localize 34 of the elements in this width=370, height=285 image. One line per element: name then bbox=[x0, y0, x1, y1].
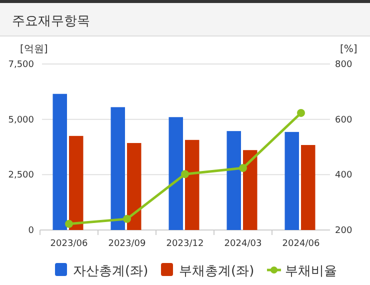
bar bbox=[127, 143, 142, 230]
legend-label: 자산총계(좌) bbox=[73, 264, 148, 279]
y-tick-label: 7,500 bbox=[8, 60, 34, 70]
legend-label: 부채총계(좌) bbox=[179, 264, 254, 279]
x-tick-label: 2024/03 bbox=[224, 239, 262, 249]
bar bbox=[243, 150, 258, 230]
y2-tick-label: 400 bbox=[335, 170, 352, 181]
x-tick-label: 2023/06 bbox=[50, 239, 88, 249]
bar bbox=[185, 140, 200, 230]
point bbox=[239, 164, 247, 172]
bar bbox=[168, 117, 183, 230]
chart-title: 주요재무항목 bbox=[12, 14, 90, 29]
y-tick-label: 2,500 bbox=[8, 170, 34, 181]
y2-axis-title: [%] bbox=[340, 44, 358, 55]
bar bbox=[110, 107, 125, 230]
bar bbox=[301, 145, 316, 230]
y2-tick-label: 200 bbox=[335, 226, 352, 236]
point bbox=[297, 108, 305, 117]
x-tick-label: 2023/12 bbox=[166, 239, 204, 249]
y2-tick-label: 600 bbox=[335, 115, 352, 126]
bar bbox=[226, 131, 241, 230]
point bbox=[123, 214, 131, 223]
y-axis-title: [억원] bbox=[20, 44, 48, 55]
y-tick-label: 0 bbox=[28, 226, 34, 236]
point bbox=[65, 220, 73, 228]
point bbox=[181, 170, 189, 178]
x-tick-label: 2023/09 bbox=[108, 239, 146, 249]
bar bbox=[69, 136, 84, 230]
x-tick-label: 2024/06 bbox=[282, 239, 320, 249]
y-tick-label: 5,000 bbox=[8, 115, 34, 126]
bar bbox=[52, 94, 67, 230]
y2-tick-label: 800 bbox=[335, 60, 352, 70]
bar bbox=[284, 132, 299, 230]
legend-label: 부채비율 bbox=[285, 264, 337, 279]
